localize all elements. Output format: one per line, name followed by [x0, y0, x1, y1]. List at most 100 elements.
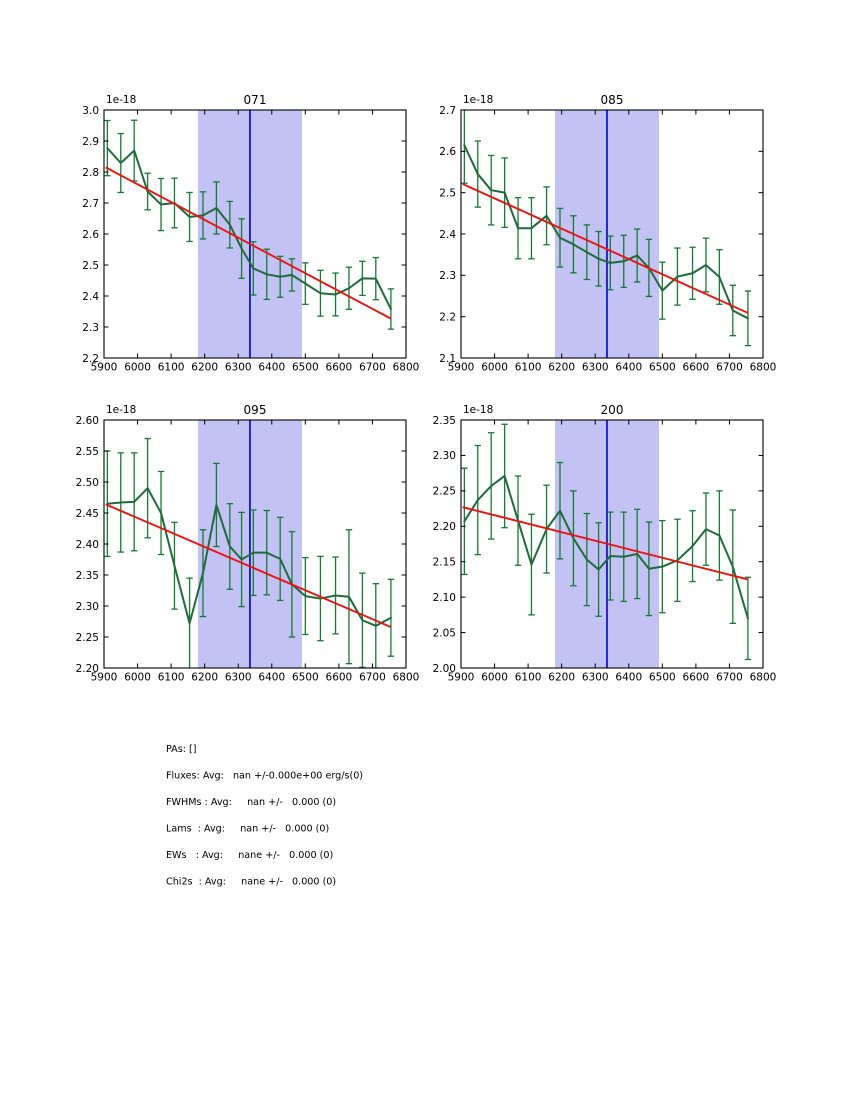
- y-axis-offset-label: 1e-18: [106, 404, 136, 416]
- x-tick-label: 5900: [91, 362, 118, 374]
- x-tick-label: 6800: [393, 672, 420, 684]
- x-tick-label: 6800: [750, 672, 777, 684]
- y-tick-label: 2.00: [433, 663, 456, 675]
- y-tick-label: 2.50: [76, 477, 99, 489]
- x-tick-label: 5900: [448, 362, 475, 374]
- x-tick-label: 6600: [683, 672, 710, 684]
- x-tick-label: 6100: [158, 362, 185, 374]
- x-axis-ticks: 5900 6000 6100 6200 6300 6400 6500 6600 6700 6800: [448, 420, 777, 684]
- y-tick-label: 2.1: [439, 353, 456, 365]
- x-tick-label: 6800: [393, 362, 420, 374]
- y-tick-label: 2.5: [82, 260, 99, 272]
- x-axis-ticks: 5900 6000 6100 6200 6300 6400 6500 6600 6700 6800: [91, 110, 420, 374]
- y-tick-label: 2.60: [76, 415, 99, 427]
- x-tick-label: 6300: [225, 362, 252, 374]
- y-tick-label: 2.25: [433, 486, 456, 498]
- y-axis-offset-label: 1e-18: [463, 94, 493, 106]
- y-tick-label: 2.6: [82, 229, 99, 241]
- spectrum-data-line: [463, 144, 749, 320]
- y-tick-label: 2.40: [76, 539, 99, 551]
- y-tick-label: 2.4: [82, 291, 99, 303]
- y-tick-label: 2.7: [439, 105, 456, 117]
- x-tick-label: 6100: [515, 672, 542, 684]
- panel-title: 095: [244, 403, 267, 417]
- x-tick-label: 6300: [225, 672, 252, 684]
- x-tick-label: 6000: [481, 362, 508, 374]
- x-tick-label: 5900: [91, 672, 118, 684]
- y-tick-label: 2.7: [82, 198, 99, 210]
- y-tick-label: 2.05: [433, 627, 456, 639]
- summary-line: FWHMs : Avg: nan +/- 0.000 (0): [166, 797, 336, 808]
- y-tick-label: 2.8: [82, 167, 99, 179]
- y-tick-label: 2.10: [433, 592, 456, 604]
- panel-title: 200: [601, 403, 624, 417]
- y-tick-label: 2.5: [439, 187, 456, 199]
- continuum-fit-line: [105, 503, 392, 628]
- x-tick-label: 6200: [191, 672, 218, 684]
- y-axis-ticks: 2.00 2.05 2.10 2.15 2.20 2.25 2.30 2.35: [433, 415, 763, 675]
- y-tick-label: 2.6: [439, 146, 456, 158]
- y-tick-label: 2.2: [439, 311, 456, 323]
- summary-line: PAs: []: [166, 744, 197, 755]
- x-tick-label: 6200: [191, 362, 218, 374]
- x-tick-label: 6400: [615, 362, 642, 374]
- y-tick-label: 2.20: [76, 663, 99, 675]
- y-tick-label: 2.30: [433, 450, 456, 462]
- spectrum-data-line: [106, 487, 392, 627]
- y-tick-label: 2.3: [439, 270, 456, 282]
- x-tick-label: 6100: [158, 672, 185, 684]
- x-tick-label: 6000: [124, 672, 151, 684]
- y-tick-label: 2.2: [82, 353, 99, 365]
- y-tick-label: 2.15: [433, 557, 456, 569]
- x-tick-label: 6400: [258, 362, 285, 374]
- summary-line: Lams : Avg: nan +/- 0.000 (0): [166, 824, 329, 835]
- y-axis-offset-label: 1e-18: [463, 404, 493, 416]
- y-tick-label: 2.4: [439, 229, 456, 241]
- axes-frame: [460, 419, 764, 669]
- x-tick-label: 6300: [582, 362, 609, 374]
- x-tick-label: 6700: [359, 362, 386, 374]
- continuum-fit-line: [462, 183, 749, 314]
- y-axis-ticks: 2.1 2.2 2.3 2.4 2.5 2.6 2.7: [439, 105, 763, 365]
- y-tick-label: 2.55: [76, 446, 99, 458]
- x-axis-ticks: 5900 6000 6100 6200 6300 6400 6500 6600 6700 6800: [448, 110, 777, 374]
- y-tick-label: 2.45: [76, 508, 99, 520]
- x-tick-label: 5900: [448, 672, 475, 684]
- x-tick-label: 6400: [258, 672, 285, 684]
- x-tick-label: 6000: [481, 672, 508, 684]
- panel-085: 5900 6000 6100 6200 6300 6400 6500 6600 6700 6800…: [439, 93, 776, 374]
- y-tick-label: 2.35: [76, 570, 99, 582]
- y-axis-ticks: 2.20 2.25 2.30 2.35 2.40 2.45 2.50 2.55 2.60: [76, 415, 406, 675]
- x-tick-label: 6800: [750, 362, 777, 374]
- x-tick-label: 6400: [615, 672, 642, 684]
- spectrum-data-line: [106, 147, 392, 311]
- x-tick-label: 6700: [716, 362, 743, 374]
- summary-text-block: PAs: [] Fluxes: Avg: nan +/-0.000e+00 erg…: [166, 744, 363, 888]
- x-tick-label: 6700: [359, 672, 386, 684]
- y-tick-label: 2.35: [433, 415, 456, 427]
- y-tick-label: 2.25: [76, 632, 99, 644]
- x-tick-label: 6600: [326, 672, 353, 684]
- x-tick-label: 6500: [649, 362, 676, 374]
- x-tick-label: 6500: [649, 672, 676, 684]
- continuum-fit-line: [462, 506, 749, 581]
- panel-095: 5900 6000 6100 6200 6300 6400 6500 6600 6700 6800…: [76, 403, 420, 684]
- x-tick-label: 6500: [292, 362, 319, 374]
- y-axis-offset-label: 1e-18: [106, 94, 136, 106]
- panel-071: 5900 6000 6100 6200 6300 6400 6500 6600 6700 6800…: [82, 93, 419, 374]
- y-tick-label: 3.0: [82, 105, 99, 117]
- summary-line: EWs : Avg: nane +/- 0.000 (0): [166, 850, 333, 861]
- x-axis-ticks: 5900 6000 6100 6200 6300 6400 6500 6600 6700 6800: [91, 420, 420, 684]
- y-tick-label: 2.3: [82, 322, 99, 334]
- x-tick-label: 6100: [515, 362, 542, 374]
- x-tick-label: 6600: [683, 362, 710, 374]
- panel-title: 071: [244, 93, 267, 107]
- continuum-fit-line: [105, 166, 392, 320]
- summary-line: Chi2s : Avg: nane +/- 0.000 (0): [166, 877, 336, 888]
- spectrum-data-line: [463, 474, 749, 620]
- x-tick-label: 6200: [548, 362, 575, 374]
- x-tick-label: 6500: [292, 672, 319, 684]
- x-tick-label: 6000: [124, 362, 151, 374]
- panel-200: 5900 6000 6100 6200 6300 6400 6500 6600 6700 6800…: [433, 403, 777, 684]
